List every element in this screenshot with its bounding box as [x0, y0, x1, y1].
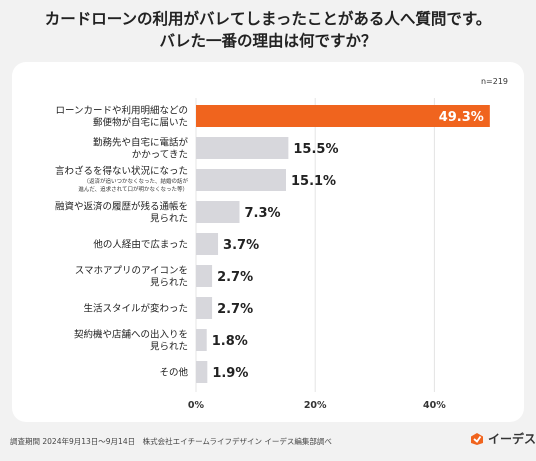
chart-card: n=219 49.3% ローンカードや利用明細などの 郵便物が自宅に届いた 15.5% 勤…	[12, 62, 524, 422]
value-label-5: 2.7%	[217, 270, 253, 285]
title-line-2: バレた一番の理由は何ですか？	[159, 32, 377, 50]
category-note-2-1: 進んだ、追求されて口が明かなくなった等）	[78, 185, 188, 193]
category-label-0-0: ローンカードや利用明細などの	[55, 105, 188, 117]
category-label-7-1: 見られた	[150, 342, 188, 353]
value-label-3: 7.3%	[245, 206, 281, 221]
value-label-1: 15.5%	[293, 142, 338, 157]
bar-8	[196, 361, 208, 383]
value-label-0: 49.3%	[439, 110, 484, 125]
category-label-5-0: スマホアプリのアイコンを	[75, 266, 188, 277]
logo-mark-icon	[471, 432, 483, 445]
category-note-2-0: （返済が追いつかなくなった、結婚の話が	[83, 177, 188, 185]
category-label-6-0: 生活スタイルが変わった	[83, 303, 188, 315]
bar-3	[196, 201, 240, 223]
value-label-8: 1.9%	[212, 366, 248, 381]
sample-size-label: n=219	[481, 77, 508, 86]
bar-0	[196, 105, 490, 127]
category-label-0-1: 郵便物が自宅に届いた	[93, 117, 188, 129]
chart-title: カードローンの利用がバレてしまったことがある人へ質問です。 バレた一番の理由は何…	[0, 8, 536, 52]
category-label-2-0: 言わざるを得ない状況になった	[55, 165, 188, 177]
bar-6	[196, 297, 213, 319]
category-label-3-0: 融資や返済の履歴が残る通帳を	[55, 201, 188, 213]
x-tick-label-2: 40%	[423, 400, 446, 411]
x-tick-label-0: 0%	[188, 400, 205, 411]
value-label-7: 1.8%	[212, 334, 248, 349]
bar-1	[196, 137, 289, 159]
category-label-1-1: かかってきた	[132, 150, 188, 161]
category-label-8-0: その他	[159, 367, 188, 379]
value-label-6: 2.7%	[217, 302, 253, 317]
category-label-4-0: 他の人経由で広まった	[93, 239, 188, 251]
x-tick-label-1: 20%	[304, 400, 327, 411]
logo-text: イーデス	[488, 432, 536, 446]
category-label-3-1: 見られた	[150, 214, 188, 225]
title-line-1: カードローンの利用がバレてしまったことがある人へ質問です。	[44, 10, 492, 28]
bar-4	[196, 233, 219, 255]
survey-footnote: 調査期間 2024年9月13日～9月14日 株式会社エイチームライフデザイン イ…	[10, 437, 332, 446]
category-label-5-1: 見られた	[150, 278, 188, 289]
category-label-1-0: 勤務先や自宅に電話が	[93, 137, 189, 149]
category-label-7-0: 契約機や店舗への出入りを	[74, 329, 188, 341]
bar-2	[196, 169, 286, 191]
bar-5	[196, 265, 213, 287]
bar-7	[196, 329, 207, 351]
value-label-4: 3.7%	[223, 238, 259, 253]
brand-logo: イーデス	[470, 430, 536, 447]
value-label-2: 15.1%	[291, 174, 336, 189]
